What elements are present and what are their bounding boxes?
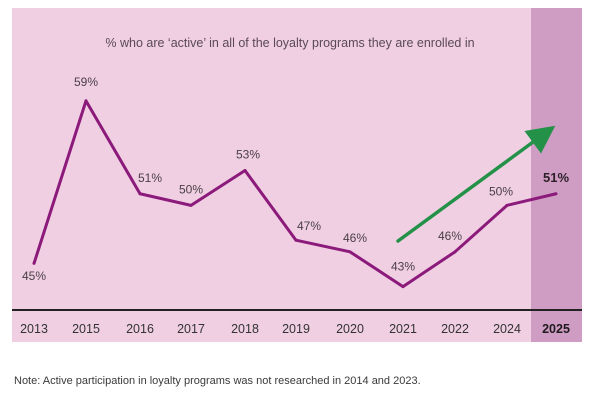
data-label-2022: 46% bbox=[438, 229, 462, 243]
trend-arrow bbox=[396, 125, 556, 243]
data-label-2016: 51% bbox=[138, 171, 162, 185]
data-point-2015 bbox=[84, 99, 88, 103]
plot-background bbox=[12, 8, 582, 342]
data-label-2018: 53% bbox=[236, 148, 260, 162]
data-point-2025 bbox=[554, 192, 558, 196]
data-point-2013 bbox=[32, 261, 36, 265]
data-point-2017 bbox=[189, 203, 193, 207]
x-tick-label-2013: 2013 bbox=[20, 322, 48, 336]
x-tick-label-2020: 2020 bbox=[336, 322, 364, 336]
x-tick-label-2021: 2021 bbox=[389, 322, 417, 336]
data-label-2020: 46% bbox=[343, 231, 367, 245]
highlight-band-2025 bbox=[531, 8, 582, 342]
data-point-2020 bbox=[348, 250, 352, 254]
data-label-2017: 50% bbox=[179, 182, 203, 196]
x-tick-label-2025: 2025 bbox=[542, 322, 570, 336]
x-tick-label-2022: 2022 bbox=[441, 322, 469, 336]
chart-note: Note: Active participation in loyalty pr… bbox=[14, 375, 421, 387]
data-label-2025: 51% bbox=[543, 170, 569, 185]
data-label-2013: 45% bbox=[22, 269, 46, 283]
chart-title: % who are ‘active’ in all of the loyalty… bbox=[105, 36, 474, 50]
x-tick-label-2016: 2016 bbox=[126, 322, 154, 336]
series-group: 45% 59% 51% 50% 53% 47% 46% 43% 46% 50% 51% bbox=[22, 75, 569, 289]
x-tick-label-2015: 2015 bbox=[72, 322, 100, 336]
x-tick-label-2024: 2024 bbox=[493, 322, 521, 336]
data-label-2015: 59% bbox=[74, 75, 98, 89]
data-point-2016 bbox=[138, 192, 142, 196]
data-label-2019: 47% bbox=[297, 219, 321, 233]
x-tick-label-2017: 2017 bbox=[177, 322, 205, 336]
x-tick-label-2019: 2019 bbox=[282, 322, 310, 336]
data-label-2024: 50% bbox=[489, 184, 513, 198]
data-point-2019 bbox=[294, 238, 298, 242]
x-tick-label-2018: 2018 bbox=[231, 322, 259, 336]
data-label-2021: 43% bbox=[391, 260, 415, 274]
data-point-2018 bbox=[243, 169, 247, 173]
data-point-2021 bbox=[401, 285, 405, 289]
data-point-2022 bbox=[453, 250, 457, 254]
x-axis-ticks: 2013 2015 2016 2017 2018 2019 2020 2021 2022 2024… bbox=[20, 322, 570, 336]
data-point-2024 bbox=[505, 203, 509, 207]
